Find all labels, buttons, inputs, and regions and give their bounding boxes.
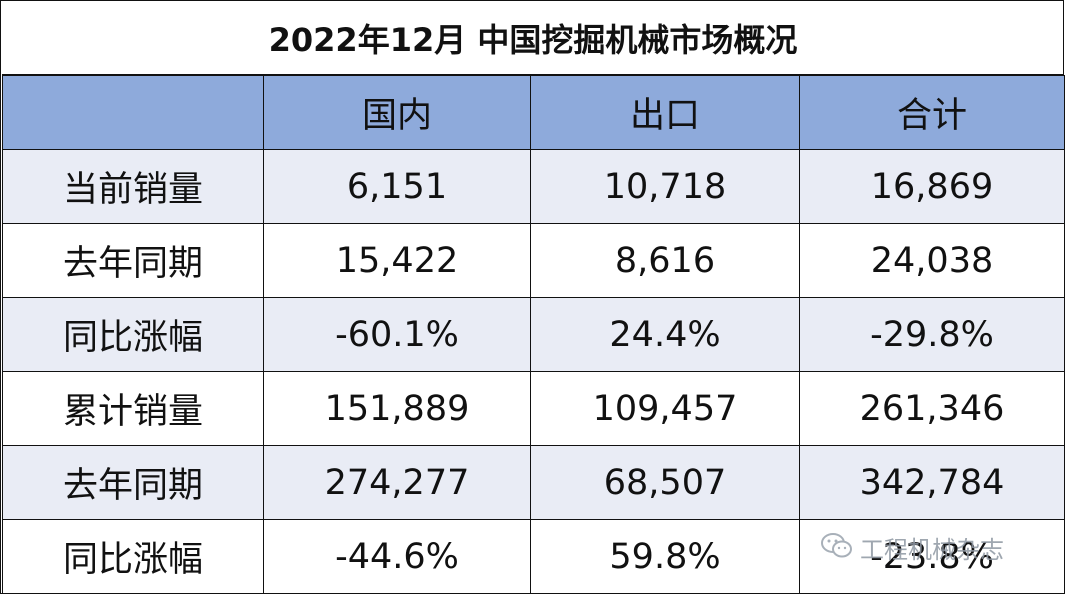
row-label: 同比涨幅 xyxy=(2,297,264,372)
cell-export: 10,718 xyxy=(530,149,800,224)
row-label: 去年同期 xyxy=(2,223,264,298)
column-header-empty xyxy=(2,75,264,150)
cell-domestic: 274,277 xyxy=(263,445,531,520)
table-title: 2022年12月 中国挖掘机械市场概况 xyxy=(2,2,1064,75)
cell-export: 109,457 xyxy=(530,371,800,446)
cell-total: -29.8% xyxy=(799,297,1065,372)
table-row: 同比涨幅 -60.1% 24.4% -29.8% xyxy=(2,297,1065,372)
table-row: 去年同期 274,277 68,507 342,784 xyxy=(2,445,1065,520)
cell-domestic: 151,889 xyxy=(263,371,531,446)
column-header-export: 出口 xyxy=(530,75,800,150)
cell-domestic: 15,422 xyxy=(263,223,531,298)
table-row: 当前销量 6,151 10,718 16,869 xyxy=(2,149,1065,224)
cell-total: 24,038 xyxy=(799,223,1065,298)
cell-total: 342,784 xyxy=(799,445,1065,520)
cell-domestic: -44.6% xyxy=(263,519,531,594)
row-label: 当前销量 xyxy=(2,149,264,224)
table-row: 累计销量 151,889 109,457 261,346 xyxy=(2,371,1065,446)
cell-domestic: 6,151 xyxy=(263,149,531,224)
table-header-row: 国内 出口 合计 xyxy=(2,75,1065,150)
cell-export: 8,616 xyxy=(530,223,800,298)
market-summary-table: 国内 出口 合计 当前销量 6,151 10,718 16,869 去年同期 1… xyxy=(2,75,1065,594)
cell-export: 59.8% xyxy=(530,519,800,594)
cell-export: 24.4% xyxy=(530,297,800,372)
cell-export: 68,507 xyxy=(530,445,800,520)
cell-total: -23.8% xyxy=(799,519,1065,594)
cell-total: 261,346 xyxy=(799,371,1065,446)
table-row: 同比涨幅 -44.6% 59.8% -23.8% xyxy=(2,519,1065,594)
column-header-total: 合计 xyxy=(799,75,1065,150)
table-row: 去年同期 15,422 8,616 24,038 xyxy=(2,223,1065,298)
row-label: 去年同期 xyxy=(2,445,264,520)
cell-total: 16,869 xyxy=(799,149,1065,224)
column-header-domestic: 国内 xyxy=(263,75,531,150)
row-label: 同比涨幅 xyxy=(2,519,264,594)
row-label: 累计销量 xyxy=(2,371,264,446)
cell-domestic: -60.1% xyxy=(263,297,531,372)
